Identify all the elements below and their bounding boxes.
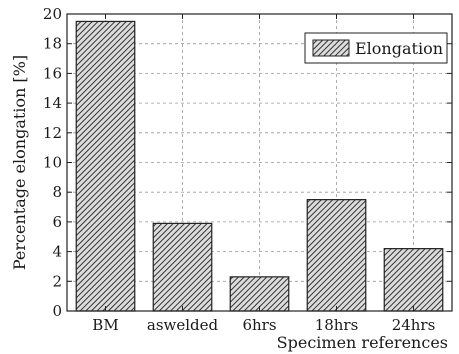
y-tick-label: 10 [43, 154, 62, 172]
legend: Elongation [304, 32, 448, 64]
x-tick-label: 24hrs [392, 316, 436, 334]
legend-swatch [312, 39, 350, 57]
bar-BM [75, 20, 136, 312]
x-axis-label: Specimen references [277, 333, 448, 352]
y-tick-label: 12 [43, 124, 62, 142]
y-tick-label: 2 [52, 272, 62, 290]
x-tick-label: 6hrs [242, 316, 276, 334]
x-tick-label: aswelded [147, 316, 219, 334]
y-tick-label: 8 [52, 183, 62, 201]
y-tick-label: 4 [52, 243, 62, 261]
y-tick-label: 6 [52, 213, 62, 231]
x-tick-label: 18hrs [315, 316, 359, 334]
bars [75, 20, 444, 312]
y-tick-label: 14 [43, 94, 62, 112]
y-tick-label: 20 [43, 5, 62, 23]
legend-label: Elongation [355, 39, 443, 58]
y-tick-label: 16 [43, 64, 62, 82]
y-axis: 0 2 4 6 8 10 12 14 16 18 20 [43, 5, 452, 320]
y-tick-label: 18 [43, 35, 62, 53]
bar-6hrs [229, 276, 290, 312]
bar-aswelded [152, 222, 213, 312]
bar-24hrs [383, 248, 444, 312]
bar-18hrs [306, 199, 367, 312]
y-tick-label: 0 [52, 302, 62, 320]
x-axis: BM aswelded 6hrs 18hrs 24hrs [92, 14, 435, 334]
x-tick-label: BM [92, 316, 118, 334]
y-axis-label: Percentage elongation [%] [10, 55, 29, 270]
